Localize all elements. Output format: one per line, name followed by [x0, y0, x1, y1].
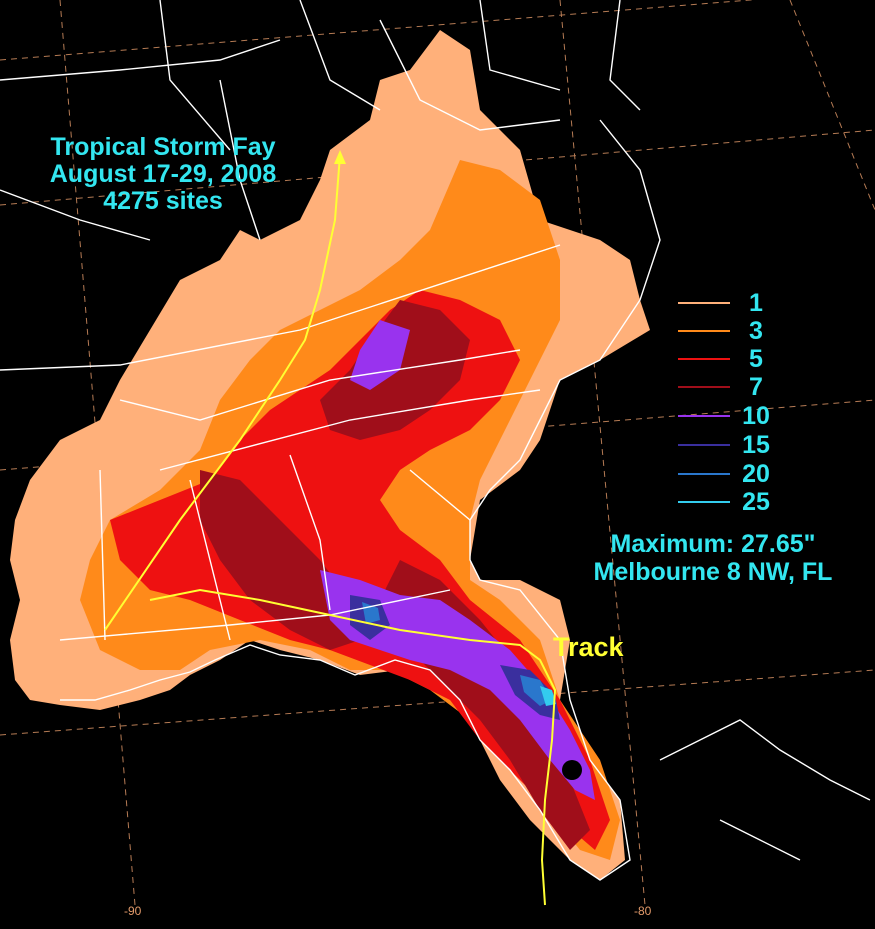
rainfall-contours: [10, 30, 650, 880]
legend-swatch: [678, 501, 730, 503]
legend-label: 1: [749, 289, 763, 317]
legend-swatch: [678, 386, 730, 388]
maximum-value: Maximum: 27.65": [610, 530, 816, 558]
title-storm-name: Tropical Storm Fay: [50, 133, 276, 161]
legend-label: 5: [749, 345, 763, 373]
storm-track: [104, 154, 557, 906]
title-date-range: August 17-29, 2008: [49, 160, 277, 188]
legend-item: 25: [678, 488, 798, 516]
track-label: Track: [553, 632, 624, 662]
legend-label: 3: [749, 317, 763, 345]
legend-item: 5: [678, 345, 798, 373]
legend-item: 3: [678, 317, 798, 345]
contour-25-inch: [540, 686, 556, 706]
maximum-annotation: Maximum: 27.65" Melbourne 8 NW, FL: [548, 530, 875, 586]
legend-label: 7: [749, 373, 763, 401]
legend-swatch: [678, 415, 730, 417]
legend-swatch: [678, 358, 730, 360]
title-site-count: 4275 sites: [103, 187, 223, 215]
legend-item: 7: [678, 373, 798, 401]
legend-item: 10: [678, 402, 798, 430]
lake-okeechobee: [562, 760, 582, 780]
legend-label: 15: [742, 431, 770, 459]
legend-swatch: [678, 302, 730, 304]
map-title: Tropical Storm Fay August 17-29, 2008 42…: [8, 134, 318, 215]
longitude-label: -90: [124, 904, 142, 918]
longitude-label: -80: [634, 904, 652, 918]
legend-label: 25: [742, 488, 770, 516]
contour-7-inch: [200, 300, 590, 850]
legend-swatch: [678, 444, 730, 446]
contour-20-inch: [362, 602, 552, 706]
legend-item: 15: [678, 431, 798, 459]
legend-swatch: [678, 330, 730, 332]
track-arrow-icon: [334, 150, 346, 164]
legend-label: 10: [742, 402, 770, 430]
maximum-location: Melbourne 8 NW, FL: [593, 558, 833, 586]
legend-label: 20: [742, 460, 770, 488]
political-boundaries: [0, 0, 871, 881]
legend-item: 1: [678, 289, 798, 317]
legend-item: 20: [678, 460, 798, 488]
legend-swatch: [678, 473, 730, 475]
